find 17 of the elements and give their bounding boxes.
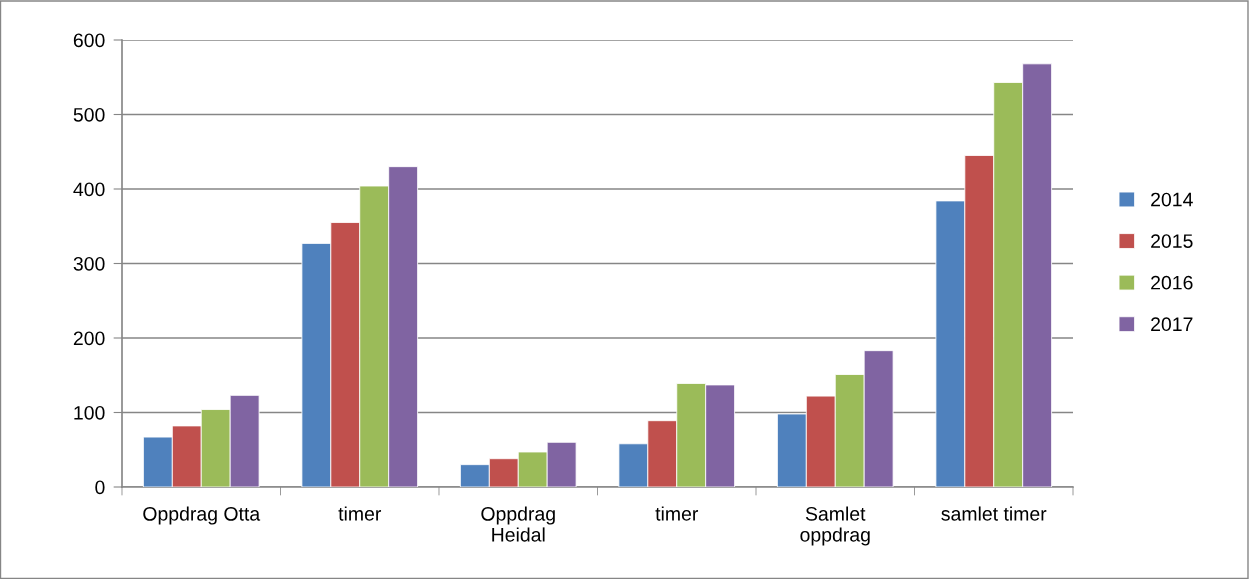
x-tick-label: Samlet oppdrag xyxy=(800,506,870,546)
x-tick-label: timer xyxy=(655,506,699,521)
x-tick-label: Oppdrag Otta xyxy=(143,506,261,525)
x-tick-label: timer xyxy=(338,506,382,521)
legend-label: 2016 xyxy=(1151,275,1193,290)
x-tick-label: Oppdrag Heidal xyxy=(481,506,555,542)
x-tick-label: samlet timer xyxy=(941,506,1047,521)
y-tick-label: 400 xyxy=(73,182,105,197)
y-tick-label: 100 xyxy=(74,405,105,420)
legend-label: 2015 xyxy=(1151,234,1193,248)
y-tick-label: 600 xyxy=(73,33,105,48)
legend-label: 2017 xyxy=(1151,317,1193,332)
legend-label: 2014 xyxy=(1151,192,1193,207)
y-tick-label: 0 xyxy=(95,480,105,495)
y-tick-label: 500 xyxy=(73,107,105,122)
y-tick-label: 200 xyxy=(73,331,105,346)
y-tick-label: 300 xyxy=(73,256,105,271)
